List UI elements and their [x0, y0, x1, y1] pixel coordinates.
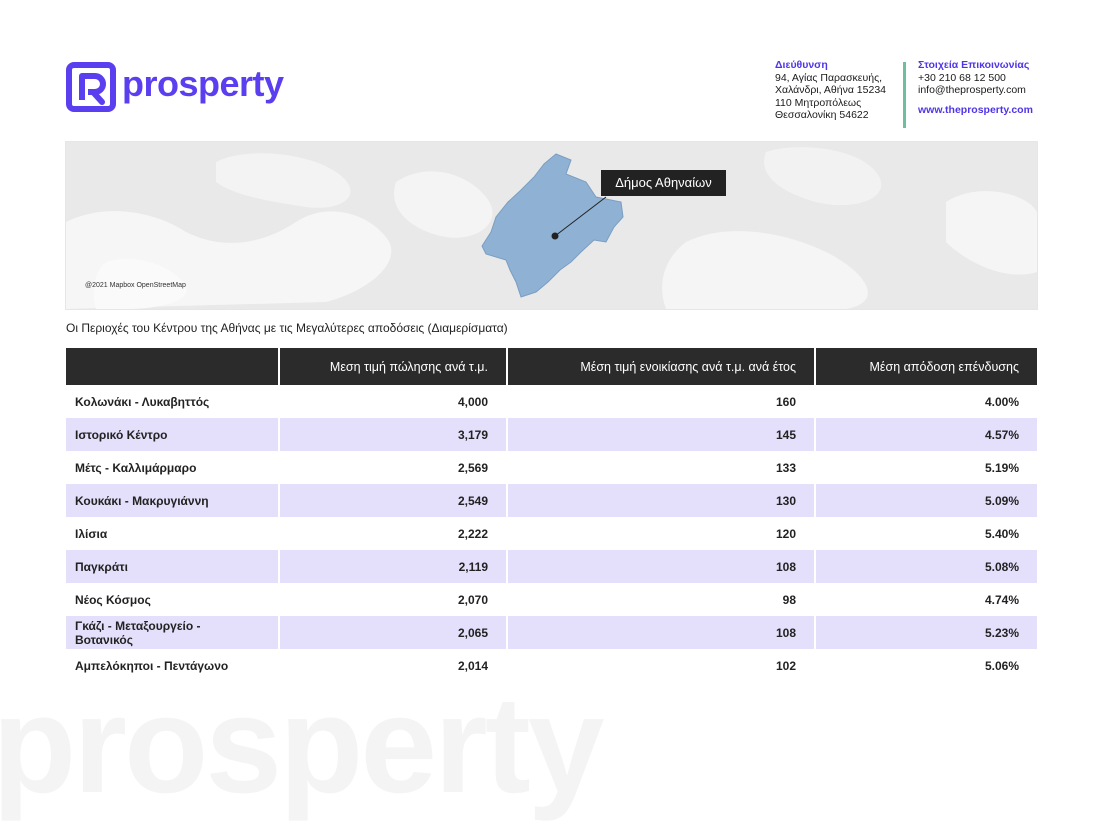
table-caption: Οι Περιοχές του Κέντρου της Αθήνας με τι…	[66, 321, 508, 335]
yield-cell: 5.09%	[814, 484, 1037, 517]
address-heading: Διεύθυνση	[775, 59, 828, 71]
yield-cell: 4.74%	[814, 583, 1037, 616]
area-cell: Γκάζι - Μεταξουργείο - Βοτανικός	[66, 616, 279, 649]
rent-price-cell: 98	[506, 583, 815, 616]
brand-watermark: prosperty	[0, 668, 604, 822]
sale-price-cell: 2,014	[278, 649, 507, 682]
table-row: Μέτς - Καλλιμάρμαρο 2,569 133 5.19%	[66, 451, 1037, 484]
area-cell: Παγκράτι	[66, 550, 279, 583]
yield-cell: 5.06%	[814, 649, 1037, 682]
sale-price-cell: 3,179	[278, 418, 507, 451]
yield-table: Μεση τιμή πώλησης ανά τ.μ. Μέση τιμή ενο…	[66, 348, 1037, 682]
column-header-area	[66, 348, 279, 385]
sale-price-cell: 2,569	[278, 451, 507, 484]
table-row: Γκάζι - Μεταξουργείο - Βοτανικός 2,065 1…	[66, 616, 1037, 649]
map-credit: @2021 Mapbox OpenStreetMap	[85, 282, 186, 289]
area-cell: Ιλίσια	[75, 526, 108, 541]
yield-cell: 5.19%	[814, 451, 1037, 484]
address-line: 110 Μητροπόλεως	[775, 96, 862, 109]
contact-phone[interactable]: +30 210 68 12 500	[918, 71, 1006, 84]
prosperty-logo-icon	[66, 62, 116, 112]
rent-price-cell: 108	[506, 616, 815, 649]
column-header-sale-price: Μεση τιμή πώλησης ανά τ.μ.	[278, 348, 507, 385]
brand-logo[interactable]: prosperty	[66, 62, 284, 112]
table-row: Ιστορικό Κέντρο 3,179 145 4.57%	[66, 418, 1037, 451]
yield-cell: 4.57%	[814, 418, 1037, 451]
rent-price-cell: 160	[506, 385, 815, 418]
area-cell: Μέτς - Καλλιμάρμαρο	[75, 460, 197, 475]
sale-price-cell: 2,070	[278, 583, 507, 616]
column-header-rent-price: Μέση τιμή ενοικίασης ανά τ.μ. ανά έτος	[506, 348, 815, 385]
rent-price-cell: 120	[506, 517, 815, 550]
header-divider	[903, 62, 906, 128]
rent-price-cell: 102	[506, 649, 815, 682]
sale-price-cell: 2,119	[278, 550, 507, 583]
table-row: Νέος Κόσμος 2,070 98 4.74%	[66, 583, 1037, 616]
sale-price-cell: 2,065	[278, 616, 507, 649]
address-line: Θεσσαλονίκη 54622	[775, 109, 869, 121]
table-row: Κολωνάκι - Λυκαβηττός 4,000 160 4.00%	[66, 385, 1037, 418]
table-row: Παγκράτι 2,119 108 5.08%	[66, 550, 1037, 583]
table-row: Ιλίσια 2,222 120 5.40%	[66, 517, 1037, 550]
athens-map[interactable]	[65, 141, 1038, 310]
rent-price-cell: 133	[506, 451, 815, 484]
yield-cell: 5.08%	[814, 550, 1037, 583]
area-cell: Ιστορικό Κέντρο	[66, 418, 279, 451]
area-cell: Νέος Κόσμος	[75, 592, 151, 607]
sale-price-cell: 4,000	[278, 385, 507, 418]
table-row: Κουκάκι - Μακρυγιάννη 2,549 130 5.09%	[66, 484, 1037, 517]
contact-heading: Στοιχεία Επικοινωνίας	[918, 59, 1030, 71]
yield-cell: 5.23%	[814, 616, 1037, 649]
address-line: 94, Αγίας Παρασκευής,	[775, 71, 883, 84]
yield-cell: 4.00%	[814, 385, 1037, 418]
map-canvas	[66, 142, 1037, 309]
address-block: Διεύθυνση 94, Αγίας Παρασκευής, Χαλάνδρι…	[775, 59, 886, 122]
contact-email[interactable]: info@theprosperty.com	[918, 84, 1026, 96]
rent-price-cell: 145	[506, 418, 815, 451]
area-cell: Αμπελόκηποι - Πεντάγωνο	[75, 658, 229, 673]
contact-block: Στοιχεία Επικοινωνίας +30 210 68 12 500 …	[918, 59, 1033, 116]
column-header-yield: Μέση απόδοση επένδυσης	[814, 348, 1037, 385]
rent-price-cell: 108	[506, 550, 815, 583]
table-row: Αμπελόκηποι - Πεντάγωνο 2,014 102 5.06%	[66, 649, 1037, 682]
area-cell: Κολωνάκι - Λυκαβηττός	[75, 394, 210, 409]
yield-cell: 5.40%	[814, 517, 1037, 550]
website-link[interactable]: www.theprosperty.com	[918, 103, 1033, 116]
address-line: Χαλάνδρι, Αθήνα 15234	[775, 84, 887, 96]
sale-price-cell: 2,222	[278, 517, 507, 550]
sale-price-cell: 2,549	[278, 484, 507, 517]
brand-name: prosperty	[122, 63, 284, 104]
rent-price-cell: 130	[506, 484, 815, 517]
map-callout-label: Δήμος Αθηναίων	[601, 170, 726, 196]
area-cell: Κουκάκι - Μακρυγιάννη	[66, 484, 279, 517]
table-header-row: Μεση τιμή πώλησης ανά τ.μ. Μέση τιμή ενο…	[66, 348, 1037, 385]
